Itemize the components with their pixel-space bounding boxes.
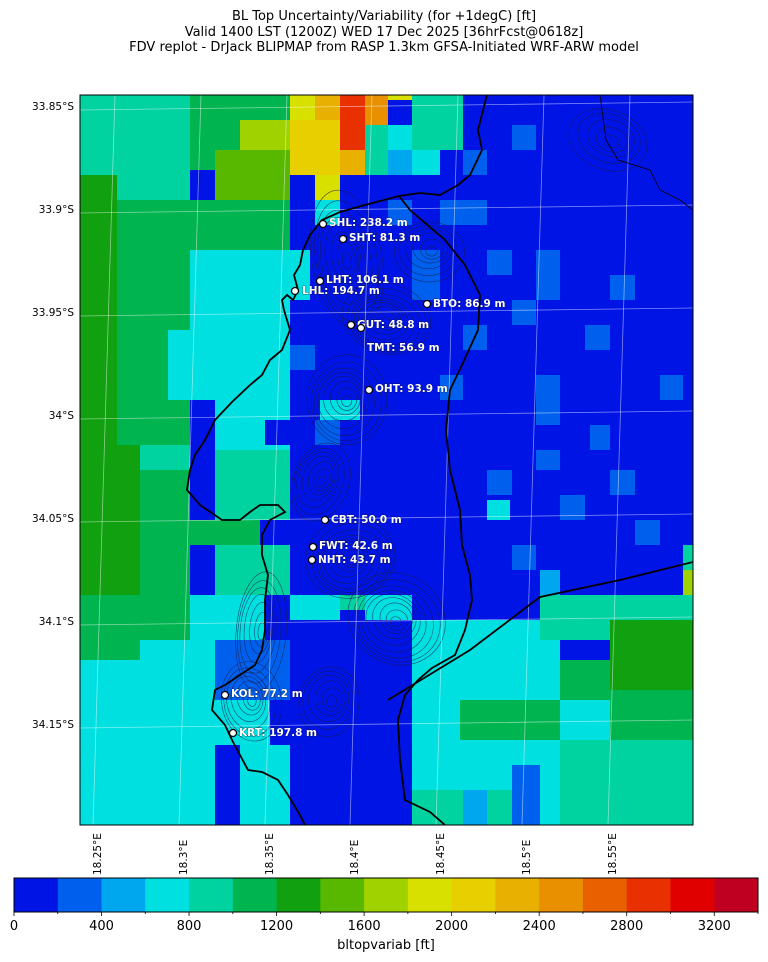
colorbar-segment	[320, 878, 365, 912]
station-fwt: FWT: 42.6 m	[308, 540, 393, 552]
colorbar-segment	[57, 878, 103, 912]
colorbar-segment	[714, 878, 759, 912]
station-label: GUT: 48.8 m	[357, 319, 429, 331]
station-label: LHT: 106.1 m	[326, 274, 404, 286]
colorbar-segment	[407, 878, 453, 912]
colorbar-segment	[670, 878, 715, 912]
station-marker	[320, 515, 330, 525]
terrain-contours	[220, 108, 648, 742]
station-oht: OHT: 93.9 m	[364, 383, 448, 395]
station-label: LHL: 194.7 m	[302, 285, 380, 297]
map-frame	[79, 94, 694, 826]
station-bto: BTO: 86.9 m	[422, 298, 506, 310]
station-marker	[356, 323, 366, 333]
station-shl: SHL: 238.2 m	[318, 217, 408, 229]
station-label: NHT: 43.7 m	[318, 554, 391, 566]
lat-tick-label: 33.9°S	[39, 204, 75, 216]
colorbar-segment	[14, 878, 59, 912]
map-title: BL Top Uncertainty/Variability (for +1de…	[0, 9, 768, 56]
colorbar-segment	[626, 878, 671, 912]
station-marker	[228, 728, 238, 738]
station-label: CBT: 50.0 m	[331, 514, 402, 526]
station-marker	[307, 555, 317, 565]
colorbar-segment	[145, 878, 190, 912]
colorbar-segment	[276, 878, 321, 912]
station-marker	[308, 542, 318, 552]
station-label: SHL: 238.2 m	[329, 217, 408, 229]
colorbar-tick-label: 800	[177, 919, 202, 934]
colorbar-segment	[232, 878, 278, 912]
station-tmt: TMT: 56.9 m	[367, 342, 440, 354]
station-label: TMT: 56.9 m	[367, 342, 440, 354]
station-label: KOL: 77.2 m	[231, 688, 303, 700]
lat-tick-label: 34°S	[49, 410, 75, 422]
station-label: SHT: 81.3 m	[349, 232, 420, 244]
lat-tick-label: 34.1°S	[39, 616, 75, 628]
colorbar-segment	[101, 878, 146, 912]
station-lhl: LHL: 194.7 m	[290, 285, 380, 297]
station-label: KRT: 197.8 m	[239, 727, 317, 739]
lon-tick-label: 18.4°E	[349, 840, 361, 875]
colorbar-segment	[189, 878, 234, 912]
lat-tick-label: 33.95°S	[32, 307, 74, 319]
station-markers: SHL: 238.2 m SHT: 81.3 m LHT: 106.1 mLHL: …	[220, 217, 506, 739]
colorbar-tick-label: 0	[10, 919, 18, 934]
title-line-1: BL Top Uncertainty/Variability (for +1de…	[231, 9, 537, 24]
lon-tick-label: 18.55°E	[607, 833, 619, 875]
station-label: FWT: 42.6 m	[319, 540, 393, 552]
colorbar-segment	[495, 878, 540, 912]
station-marker	[315, 276, 325, 286]
colorbar: 0 400 800 1200 1600 2000 2400 2800 3200 bltopvari…	[10, 877, 759, 953]
lon-tick-label: 18.3°E	[178, 840, 190, 875]
station-krt: KRT: 197.8 m	[228, 727, 317, 739]
station-lht: LHT: 106.1 m	[315, 274, 404, 286]
title-line-2: Valid 1400 LST (1200Z) WED 17 Dec 2025 […	[184, 24, 584, 40]
station-label: BTO: 86.9 m	[433, 298, 506, 310]
colorbar-segment	[539, 878, 584, 912]
station-nht: NHT: 43.7 m	[307, 554, 391, 566]
colorbar-tick-label: 1200	[260, 919, 293, 934]
colorbar-tick-label: 2400	[523, 919, 556, 934]
station-sht: SHT: 81.3 m	[338, 232, 421, 244]
colorbar-label: bltopvariab [ft]	[337, 938, 435, 953]
lat-tick-label: 34.15°S	[32, 719, 74, 731]
station-marker	[220, 690, 230, 700]
title-line-3: FDV replot - DrJack BLIPMAP from RASP 1.…	[129, 40, 639, 55]
colorbar-segment	[582, 878, 628, 912]
lat-tick-label: 33.85°S	[32, 101, 74, 113]
lon-tick-label: 18.45°E	[435, 833, 447, 875]
lon-tick-label: 18.25°E	[92, 833, 104, 875]
station-label: OHT: 93.9 m	[375, 383, 448, 395]
station-marker	[364, 385, 374, 395]
station-marker	[318, 219, 328, 229]
colorbar-tick-label: 2800	[610, 919, 643, 934]
station-cbt: CBT: 50.0 m	[320, 514, 402, 526]
colorbar-tick-label: 3200	[698, 919, 731, 934]
colorbar-tick-label: 400	[89, 919, 114, 934]
background-field	[80, 95, 693, 825]
colorbar-segment	[364, 878, 409, 912]
station-marker	[290, 286, 300, 296]
station-kol: KOL: 77.2 m	[220, 688, 303, 700]
colorbar-tick-label: 1600	[348, 919, 381, 934]
colorbar-segment	[451, 878, 496, 912]
station-marker	[422, 299, 432, 309]
longitude-axis: 18.25°E 18.3°E 18.35°E 18.4°E 18.45°E 18.5°E 1…	[92, 833, 619, 875]
lon-tick-label: 18.5°E	[521, 840, 533, 875]
lon-tick-label: 18.35°E	[264, 833, 276, 875]
lat-tick-label: 34.05°S	[32, 513, 74, 525]
station-marker	[338, 234, 348, 244]
station-gut: GUT: 48.8 m	[346, 319, 429, 331]
station-marker	[346, 320, 356, 330]
colorbar-tick-label: 2000	[435, 919, 468, 934]
lat-lon-gridlines	[80, 95, 693, 825]
coastline	[186, 95, 693, 825]
latitude-axis: 33.85°S 33.9°S 33.95°S 34°S 34.05°S 34.1°S 34.…	[32, 101, 74, 731]
